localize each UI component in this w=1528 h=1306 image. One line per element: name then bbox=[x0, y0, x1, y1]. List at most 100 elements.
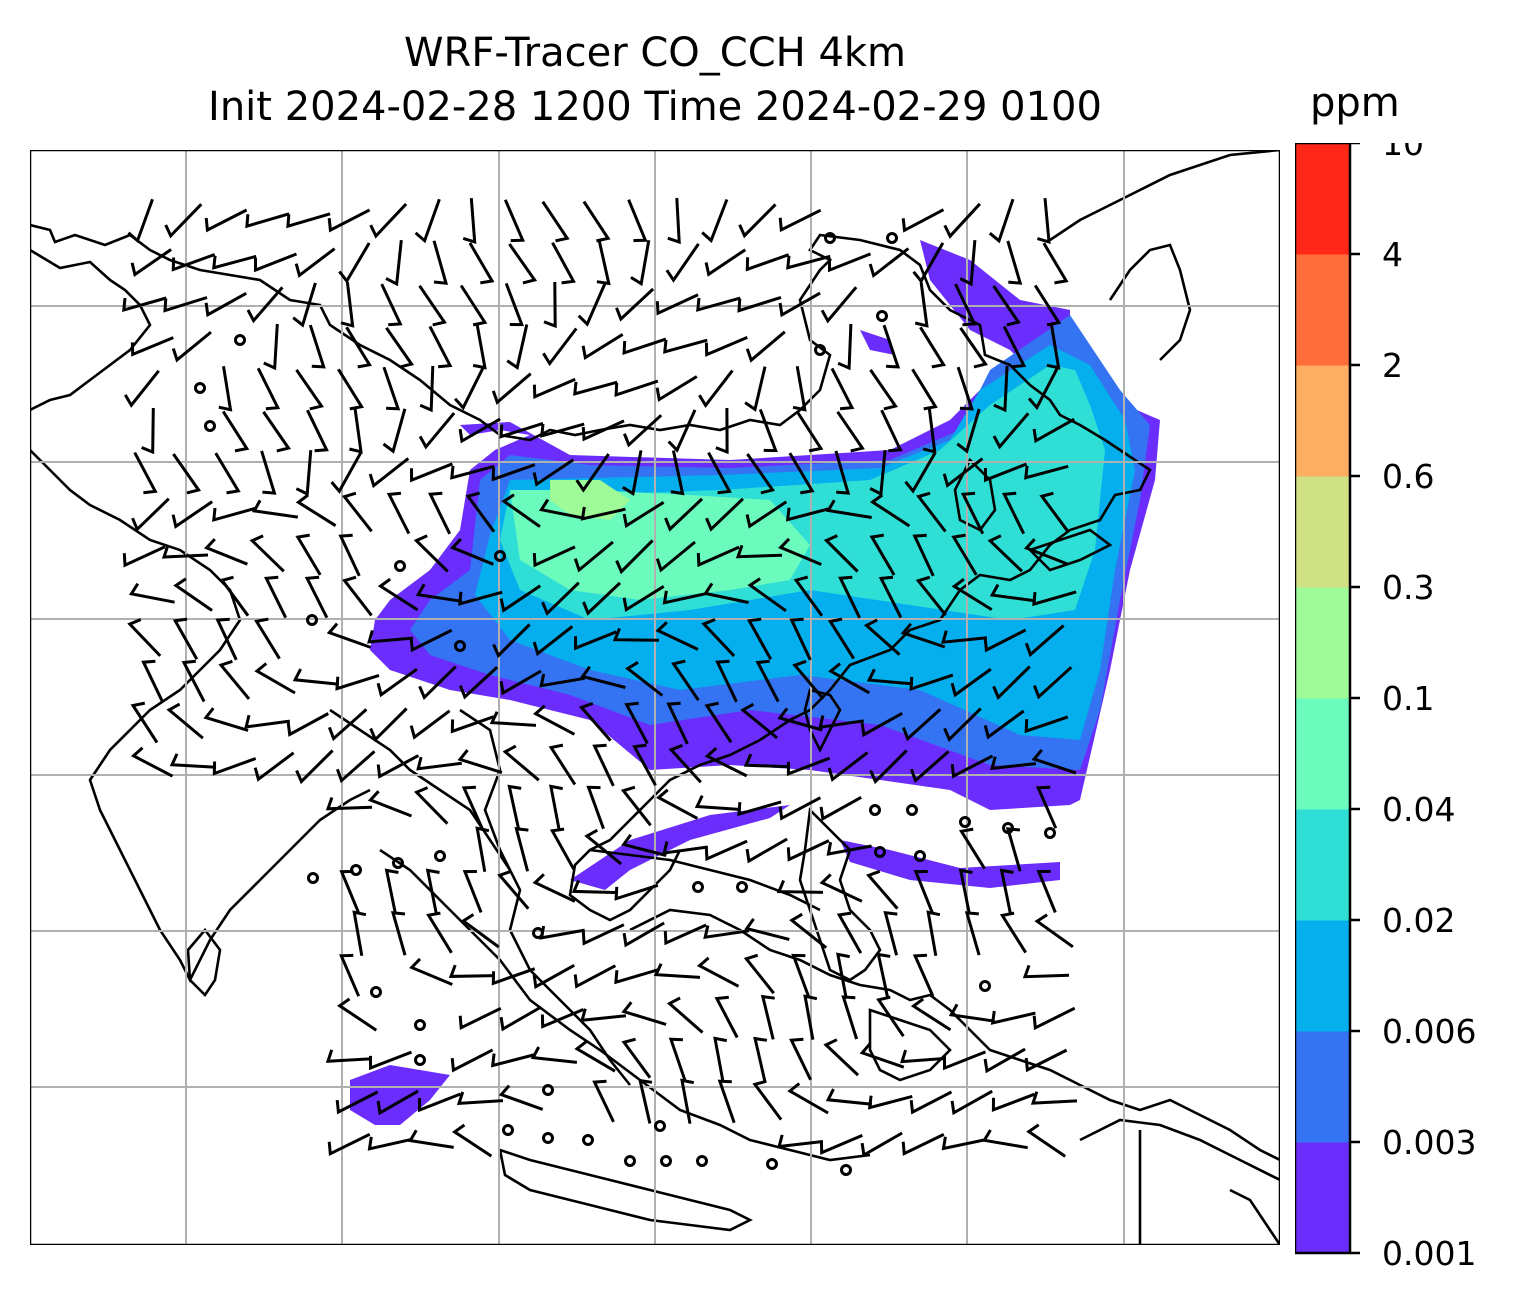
wind-barb bbox=[738, 203, 777, 239]
wind-barb bbox=[740, 702, 779, 740]
wind-barb bbox=[409, 957, 453, 986]
wind-barb bbox=[638, 1078, 653, 1124]
wind-barb bbox=[325, 1049, 373, 1063]
colorbar-box bbox=[1295, 587, 1350, 699]
calm-wind-circle bbox=[502, 1124, 514, 1136]
wind-barb bbox=[581, 923, 625, 946]
wind-barb bbox=[620, 785, 652, 827]
wind-barb bbox=[456, 1091, 504, 1106]
wind-barb bbox=[698, 369, 734, 409]
calm-wind-circle bbox=[307, 872, 319, 884]
wind-barb bbox=[325, 797, 373, 811]
wind-barb bbox=[426, 911, 453, 954]
coastline bbox=[1049, 150, 1280, 242]
calm-wind-circle bbox=[874, 846, 886, 858]
coastline bbox=[629, 908, 1280, 1162]
wind-barb bbox=[161, 545, 209, 559]
wind-barb bbox=[614, 968, 659, 985]
coastline bbox=[498, 1148, 753, 1232]
wind-barb bbox=[166, 702, 204, 740]
wind-barb bbox=[367, 790, 413, 818]
wind-barb bbox=[1027, 367, 1059, 411]
wind-barb bbox=[407, 1129, 454, 1149]
wind-barb bbox=[838, 575, 861, 619]
wind-barb bbox=[1026, 1123, 1067, 1158]
wind-barb bbox=[539, 673, 585, 688]
wind-barb bbox=[612, 627, 660, 642]
wind-barb bbox=[1032, 590, 1077, 607]
wind-barb bbox=[900, 1049, 947, 1064]
wind-barb bbox=[542, 327, 578, 367]
wind-barb bbox=[950, 1089, 993, 1116]
wind-barb bbox=[630, 240, 651, 287]
wind-barb bbox=[490, 1053, 536, 1068]
wind-barb bbox=[958, 827, 986, 870]
wind-barb bbox=[876, 952, 891, 998]
wind-barb bbox=[335, 750, 376, 784]
wind-barb bbox=[869, 533, 896, 576]
coastline bbox=[1079, 1118, 1280, 1182]
wind-barb bbox=[912, 953, 935, 997]
wind-barb bbox=[501, 493, 541, 528]
wind-barb bbox=[1032, 1006, 1076, 1031]
wind-barb bbox=[714, 995, 739, 1039]
wind-barb bbox=[983, 628, 1027, 653]
wind-barb bbox=[551, 241, 576, 285]
wind-barb bbox=[499, 669, 542, 696]
wind-barb bbox=[171, 330, 212, 363]
wind-barb bbox=[507, 784, 522, 830]
wind-barb bbox=[860, 1131, 903, 1158]
wind-barb bbox=[419, 365, 435, 413]
wind-barb bbox=[819, 873, 863, 903]
wind-barb bbox=[418, 665, 457, 701]
wind-barb bbox=[958, 868, 973, 914]
wind-barb bbox=[625, 661, 664, 697]
wind-barb bbox=[960, 491, 985, 535]
wind-barb bbox=[746, 617, 773, 660]
wind-barb bbox=[369, 202, 408, 239]
wind-barb bbox=[755, 659, 780, 703]
calm-wind-circle bbox=[876, 310, 888, 322]
coastline bbox=[186, 927, 222, 998]
wind-barb bbox=[215, 617, 238, 661]
wind-barb bbox=[339, 953, 361, 997]
wind-barb bbox=[376, 754, 420, 779]
wind-barb bbox=[743, 753, 791, 769]
calm-wind-circle bbox=[542, 1084, 554, 1096]
wind-barb bbox=[502, 744, 540, 782]
wind-barb bbox=[745, 253, 790, 272]
wind-barb bbox=[1032, 666, 1073, 700]
wind-barb bbox=[744, 918, 790, 941]
wind-barb bbox=[462, 870, 483, 913]
wind-barb bbox=[244, 714, 290, 729]
wind-barb bbox=[541, 200, 570, 243]
colorbar-unit: ppm bbox=[1310, 80, 1400, 126]
wind-barb bbox=[705, 497, 744, 532]
wind-barb bbox=[573, 964, 617, 989]
wind-barb bbox=[171, 500, 214, 529]
wind-barb bbox=[701, 618, 736, 658]
wind-barb bbox=[497, 869, 530, 910]
wind-barb bbox=[340, 282, 355, 328]
calm-wind-circle bbox=[624, 1155, 636, 1167]
wind-barb bbox=[204, 538, 248, 566]
wind-barb bbox=[981, 1129, 1028, 1150]
wind-barb bbox=[992, 412, 1030, 450]
wind-barb bbox=[901, 708, 942, 742]
wind-barb bbox=[1030, 1091, 1078, 1105]
wind-barb bbox=[621, 1037, 652, 1079]
wind-barb bbox=[410, 462, 453, 483]
wind-barb bbox=[760, 994, 775, 1040]
calm-wind-circle bbox=[582, 1134, 594, 1146]
wind-barb bbox=[671, 659, 700, 702]
wind-barb bbox=[327, 208, 371, 233]
wind-barb bbox=[746, 453, 776, 495]
calm-wind-circle bbox=[434, 850, 446, 862]
wind-barb bbox=[141, 407, 155, 455]
wind-barb bbox=[453, 367, 485, 411]
wind-barb bbox=[578, 701, 612, 742]
wind-barb bbox=[956, 408, 981, 454]
wind-barb bbox=[787, 1082, 829, 1115]
wind-barb bbox=[416, 756, 462, 771]
wind-barb bbox=[694, 794, 742, 811]
